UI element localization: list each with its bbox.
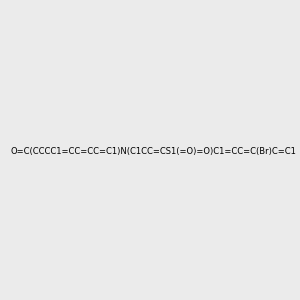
Text: O=C(CCCC1=CC=CC=C1)N(C1CC=CS1(=O)=O)C1=CC=C(Br)C=C1: O=C(CCCC1=CC=CC=C1)N(C1CC=CS1(=O)=O)C1=C… (11, 147, 297, 156)
